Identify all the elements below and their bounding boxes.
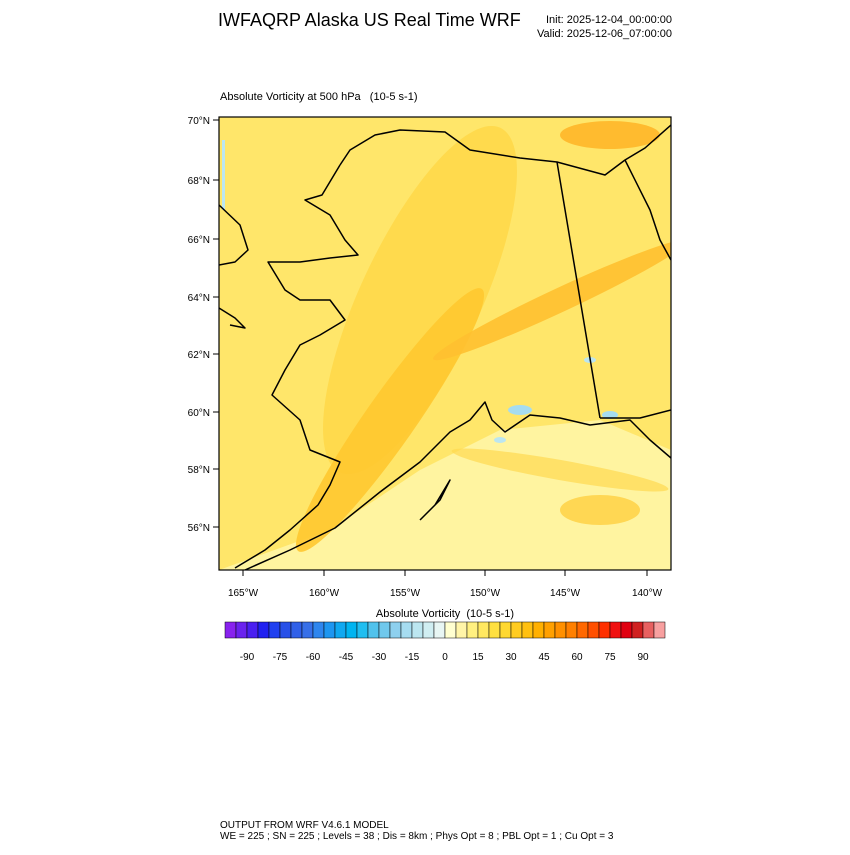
color-box <box>422 621 435 639</box>
color-box <box>455 621 468 639</box>
footer-line: WE = 225 ; SN = 225 ; Levels = 38 ; Dis … <box>220 831 614 842</box>
colorbar-label: 60 <box>571 652 583 663</box>
valid-time: Valid: 2025-12-06_07:00:00 <box>537 28 672 40</box>
color-box <box>235 621 248 639</box>
color-box <box>378 621 391 639</box>
lat-label: 70°N <box>188 116 210 127</box>
colorbar-label: -75 <box>273 652 288 663</box>
colorbar-label: 30 <box>505 652 517 663</box>
color-box <box>543 621 556 639</box>
colorbar-label: -30 <box>372 652 387 663</box>
color-box <box>433 621 446 639</box>
lat-label: 66°N <box>188 235 210 246</box>
color-box <box>554 621 567 639</box>
color-box <box>411 621 424 639</box>
color-box <box>587 621 600 639</box>
color-box <box>389 621 402 639</box>
lon-label: 160°W <box>309 588 340 599</box>
title: IWFAQRP Alaska US Real Time WRF <box>218 10 521 30</box>
color-box <box>224 621 237 639</box>
init-time: Init: 2025-12-04_00:00:00 <box>546 14 672 26</box>
color-box <box>532 621 545 639</box>
color-box <box>477 621 490 639</box>
color-box <box>345 621 358 639</box>
color-box <box>499 621 512 639</box>
color-box <box>510 621 523 639</box>
colorbar-label: 90 <box>637 652 649 663</box>
colorbar-label: 75 <box>604 652 616 663</box>
lat-label: 62°N <box>188 350 210 361</box>
color-box <box>400 621 413 639</box>
color-box <box>598 621 611 639</box>
colorbar-label: 0 <box>442 652 448 663</box>
color-box <box>642 621 655 639</box>
vorticity-field <box>219 117 671 570</box>
colorbar-label: -60 <box>306 652 321 663</box>
colorbar-label: 15 <box>472 652 484 663</box>
lon-label: 145°W <box>550 588 581 599</box>
color-box <box>323 621 336 639</box>
color-box <box>367 621 380 639</box>
lat-label: 68°N <box>188 176 210 187</box>
color-box <box>356 621 369 639</box>
map-subtitle: Absolute Vorticity at 500 hPa (10-5 s-1) <box>220 91 418 103</box>
color-box <box>631 621 644 639</box>
color-box <box>312 621 325 639</box>
color-box <box>653 621 666 639</box>
lat-label: 56°N <box>188 523 210 534</box>
colorbar-label: -45 <box>339 652 354 663</box>
lat-label: 60°N <box>188 408 210 419</box>
footer-line: OUTPUT FROM WRF V4.6.1 MODEL <box>220 820 389 831</box>
coastline <box>219 124 671 570</box>
color-box <box>620 621 633 639</box>
color-box <box>444 621 457 639</box>
color-box <box>576 621 589 639</box>
lat-label: 64°N <box>188 293 210 304</box>
color-box <box>488 621 501 639</box>
color-box <box>609 621 622 639</box>
color-box <box>565 621 578 639</box>
color-box <box>268 621 281 639</box>
map-frame <box>218 116 672 571</box>
lat-label: 58°N <box>188 465 210 476</box>
colorbar-title: Absolute Vorticity (10-5 s-1) <box>376 608 514 620</box>
colorbar-label: -90 <box>240 652 255 663</box>
lon-labels: 165°W 160°W 155°W 150°W 145°W 140°W <box>228 570 663 599</box>
color-box <box>246 621 259 639</box>
color-box <box>301 621 314 639</box>
lon-label: 165°W <box>228 588 259 599</box>
lon-label: 150°W <box>470 588 501 599</box>
colorbar-label: 45 <box>538 652 550 663</box>
color-box <box>279 621 292 639</box>
color-box <box>334 621 347 639</box>
lon-label: 140°W <box>632 588 663 599</box>
colorbar: -90 -75 -60 -45 -30 -15 0 15 30 45 60 75 90 <box>224 621 666 663</box>
colorbar-label: -15 <box>405 652 420 663</box>
color-box <box>466 621 479 639</box>
lat-labels: 70°N 68°N 66°N 64°N 62°N 60°N 58°N 56°N <box>188 116 219 534</box>
lon-label: 155°W <box>390 588 421 599</box>
color-box <box>290 621 303 639</box>
color-box <box>257 621 270 639</box>
color-box <box>521 621 534 639</box>
